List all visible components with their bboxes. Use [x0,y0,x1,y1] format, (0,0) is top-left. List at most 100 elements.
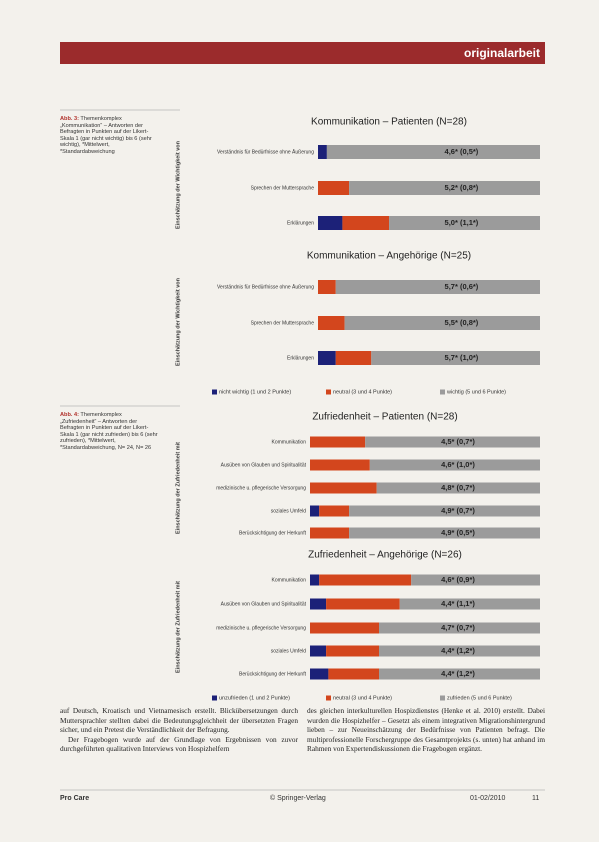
bar-segment [328,668,379,680]
category-label: Kommunikation [272,439,307,445]
bar-segment [310,645,327,657]
chart-title: Zufriedenheit – Angehörige (N=26) [308,550,462,561]
category-label: Berücksichtigung der Herkunft [239,671,307,677]
bar-segment [319,505,350,517]
bar-segment [379,645,540,657]
legend-swatch [440,389,445,395]
y-axis-label: Einschätzung der Wichtigkeit von [175,140,181,229]
header-title: originalarbeit [464,46,540,60]
legend-swatch [212,695,217,701]
bar-annotation: 5,2* (0,8*) [445,183,479,192]
bar-segment [399,598,540,610]
bar-segment [310,527,350,539]
bar-segment [318,351,336,365]
bar-segment [379,668,540,680]
bar-annotation: 4,5* (0,7*) [441,437,475,446]
bar-segment [310,482,377,494]
footer-issue: 01-02/2010 [470,795,506,802]
paragraph: auf Deutsch, Kroatisch und Vietnamesisch… [60,706,298,735]
bar-annotation: 4,6* (0,5*) [445,147,479,156]
header-bar [60,42,545,64]
bar-annotation: 4,4* (1,2*) [441,646,475,655]
chart-title: Zufriedenheit – Patienten (N=28) [312,412,457,423]
body-column: des gleichen interkulturellen Hospizdien… [307,706,545,754]
bar-annotation: 4,9* (0,5*) [441,528,475,537]
bar-segment [310,459,370,471]
bar-annotation: 4,7* (0,7*) [441,623,475,632]
bar-segment [318,280,336,294]
bar-segment [342,216,390,230]
category-label: Verständnis für Bedürfnisse ohne Äußerun… [217,283,314,290]
bar-segment [376,482,540,494]
bar-annotation: 5,7* (0,6*) [445,282,479,291]
bar-segment [371,351,540,365]
bar-segment [310,622,379,634]
bar-annotation: 4,4* (1,1*) [441,599,475,608]
footer-journal: Pro Care [60,795,90,802]
bar-annotation: 4,8* (0,7*) [441,483,475,492]
bar-segment [335,351,372,365]
y-axis-label: Einschätzung der Zufriedenheit mit [175,581,181,673]
category-label: Ausüben von Glauben und Spiritualität [221,462,307,468]
bar-annotation: 4,6* (1,0*) [441,460,475,469]
bar-segment [349,505,540,517]
bar-segment [326,598,400,610]
bar-segment [349,181,540,195]
category-label: medizinische u. pflegerische Versorgung [216,485,306,491]
bar-segment [318,145,327,159]
bar-annotation: 5,0* (1,1*) [445,218,479,227]
category-label: Erklärungen [287,220,314,226]
legend-label: nicht wichtig (1 und 2 Punkte) [219,389,291,395]
caption-text: Themenkomplex „Kommunikation“ – Antworte… [60,116,152,155]
bar-segment [318,181,350,195]
caption-label: Abb. 3: [60,116,79,122]
category-label: Berücksichtigung der Herkunft [239,530,307,536]
category-label: medizinische u. pflegerische Versorgung [216,625,306,631]
legend-label: unzufrieden (1 und 2 Punkte) [219,695,290,701]
category-label: Sprechen der Muttersprache [251,320,315,326]
bar-segment [319,574,412,586]
bar-segment [318,216,343,230]
bar-segment [326,145,540,159]
legend-label: wichtig (5 und 6 Punkte) [446,389,506,395]
bar-annotation: 4,6* (0,9*) [441,575,475,584]
footer-page: 11 [532,795,540,802]
bar-segment [310,505,320,517]
chart-title: Kommunikation – Patienten (N=28) [311,117,467,128]
bar-segment [310,598,327,610]
footer-publisher: © Springer-Verlag [270,795,326,802]
category-label: soziales Umfeld [271,648,307,654]
legend-swatch [440,695,445,701]
bar-segment [411,574,540,586]
chart-title: Kommunikation – Angehörige (N=25) [307,251,471,262]
bar-annotation: 4,9* (0,7*) [441,506,475,515]
legend-label: neutral (3 und 4 Punkte) [333,389,392,395]
bar-segment [379,622,540,634]
bar-segment [310,574,320,586]
category-label: Erklärungen [287,355,314,361]
y-axis-label: Einschätzung der Wichtigkeit von [175,277,181,366]
legend-swatch [326,695,331,701]
category-label: soziales Umfeld [271,508,307,514]
figure-caption: Abb. 4: Themenkomplex „Zufriedenheit“ – … [60,412,158,452]
figure-caption: Abb. 3: Themenkomplex „Kommunikation“ – … [60,116,158,156]
bar-segment [369,459,540,471]
legend-label: neutral (3 und 4 Punkte) [333,695,392,701]
legend-swatch [212,389,217,395]
category-label: Kommunikation [272,577,307,583]
category-label: Verständnis für Bedürfnisse ohne Äußerun… [217,148,314,155]
body-column: auf Deutsch, Kroatisch und Vietnamesisch… [60,706,298,754]
y-axis-label: Einschätzung der Zufriedenheit mit [175,442,181,534]
bar-segment [326,645,379,657]
bar-annotation: 4,4* (1,2*) [441,669,475,678]
bar-segment [335,280,540,294]
bar-segment [389,216,540,230]
caption-text: Themenkomplex „Zufriedenheit“ – Antworte… [60,412,158,451]
bar-segment [310,436,366,448]
category-label: Sprechen der Muttersprache [251,185,315,191]
category-label: Ausüben von Glauben und Spiritualität [221,601,307,607]
paragraph: des gleichen interkulturellen Hospizdien… [307,706,545,754]
bar-annotation: 5,7* (1,0*) [445,353,479,362]
